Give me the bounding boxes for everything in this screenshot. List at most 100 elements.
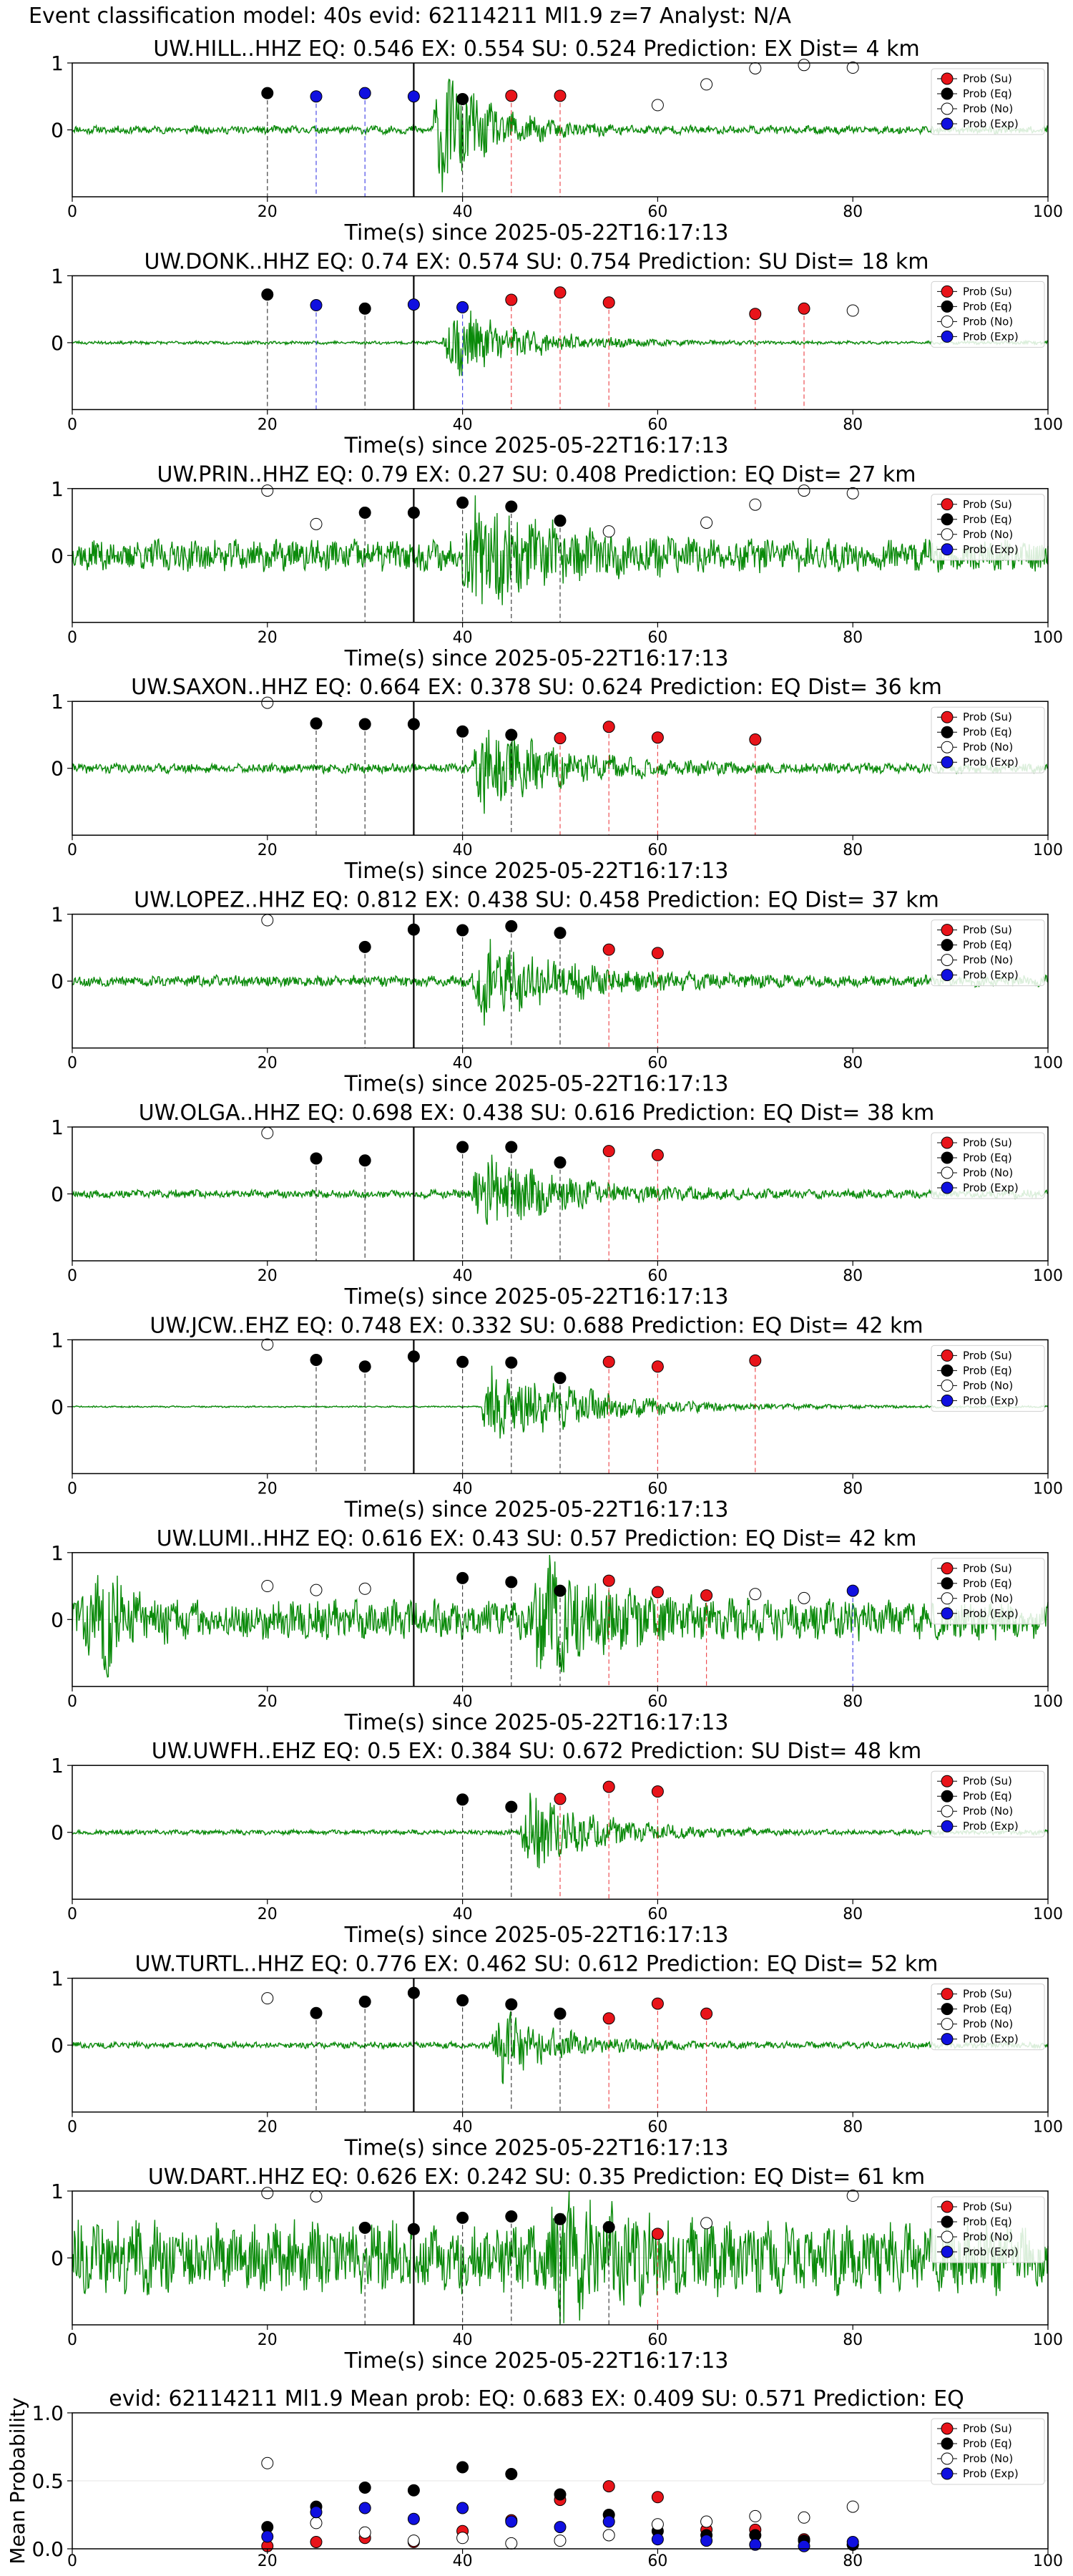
legend-marker-eq [941,300,954,313]
legend: Prob (Su) Prob (Eq) Prob (No) Prob (Exp) [931,68,1045,135]
station-panel-8: UW.LUMI..HHZ EQ: 0.616 EX: 0.43 SU: 0.57… [51,1526,1063,1735]
x-tick-label: 60 [647,416,667,434]
legend-marker-su [941,1775,954,1787]
x-tick-label: 80 [843,2552,863,2570]
legend-marker-eq [941,939,954,952]
waveform [72,1154,1049,1225]
x-tick-label: 20 [258,841,278,859]
station-panel-4: UW.SAXON..HHZ EQ: 0.664 EX: 0.378 SU: 0.… [51,675,1063,884]
y-tick-label: 1 [51,1328,64,1352]
point-eq [456,725,469,738]
legend-label-no: Prob (No) [963,741,1013,753]
legend-box [931,1132,1045,1199]
point-no [846,62,859,74]
legend-marker-eq [941,2437,954,2450]
waveform [72,78,1049,192]
legend-label-su: Prob (Su) [963,2422,1012,2435]
legend-label-su: Prob (Su) [963,924,1012,937]
point-no [846,487,859,499]
point-su [602,2012,615,2025]
legend-box [931,1984,1045,2051]
point-eq [407,2223,420,2235]
mean-point-exp [798,2540,810,2552]
point-su [602,1780,615,1793]
y-tick-label: 1 [51,264,64,288]
y-tick-label: 1 [51,1754,64,1777]
point-eq [407,923,420,936]
x-tick-label: 20 [258,1906,278,1923]
point-su [651,1586,664,1599]
mean-point-exp [749,2538,762,2551]
point-exp [310,299,323,312]
point-eq [554,1372,567,1385]
legend-marker-eq [941,1364,954,1377]
x-tick-label: 20 [258,1267,278,1285]
legend-marker-no [941,954,954,967]
legend-label-su: Prob (Su) [963,1562,1012,1575]
panels: UW.HILL..HHZ EQ: 0.546 EX: 0.554 SU: 0.5… [6,36,1063,2570]
legend-label-no: Prob (No) [963,2230,1013,2243]
point-eq [505,1800,518,1813]
mean-point-no [310,2517,323,2529]
point-eq [505,919,518,932]
legend-label-no: Prob (No) [963,1592,1013,1605]
point-eq [456,92,469,105]
legend-label-no: Prob (No) [963,315,1013,328]
x-tick-label: 60 [647,1693,667,1711]
x-tick-label: 80 [843,203,863,221]
legend-box [931,494,1045,561]
legend-marker-su [941,2422,954,2435]
x-tick-label: 0 [67,629,77,647]
station-panel-7: UW.JCW..EHZ EQ: 0.748 EX: 0.332 SU: 0.68… [51,1313,1063,1522]
point-no [749,1588,762,1601]
panel-title: UW.TURTL..HHZ EQ: 0.776 EX: 0.462 SU: 0.… [135,1952,939,1977]
x-tick-label: 20 [258,416,278,434]
legend-label-exp: Prob (Exp) [963,969,1019,982]
point-no [261,2187,274,2200]
x-tick-label: 60 [647,2552,667,2570]
panel-title: UW.HILL..HHZ EQ: 0.546 EX: 0.554 SU: 0.5… [153,36,920,62]
legend-label-eq: Prob (Eq) [963,300,1012,313]
legend-label-exp: Prob (Exp) [963,1607,1019,1620]
x-axis-label: Time(s) since 2025-05-22T16:17:13 [344,646,729,671]
point-no [700,516,713,529]
x-tick-label: 100 [1033,1267,1063,1285]
point-no [310,517,323,530]
y-tick-label: 0 [51,970,64,993]
mean-point-exp [310,2506,323,2519]
x-axis-label: Time(s) since 2025-05-22T16:17:13 [344,2348,729,2373]
point-su [554,89,567,102]
panel-title: UW.UWFH..EHZ EQ: 0.5 EX: 0.384 SU: 0.672… [152,1739,921,1764]
legend-label-eq: Prob (Eq) [963,726,1012,738]
point-eq [456,1793,469,1806]
point-exp [407,298,420,311]
legend-label-su: Prob (Su) [963,711,1012,723]
mean-point-exp [407,2512,420,2525]
legend-box [931,280,1045,348]
point-no [261,1992,274,2005]
x-tick-label: 20 [258,1055,278,1073]
x-tick-label: 40 [453,416,473,434]
point-no [358,1582,371,1595]
point-exp [456,301,469,313]
mean-point-exp [651,2533,664,2546]
legend-label-eq: Prob (Eq) [963,87,1012,100]
point-su [651,2228,664,2240]
point-su [651,1148,664,1161]
point-su [798,302,810,315]
point-eq [456,924,469,937]
point-eq [310,717,323,730]
legend-marker-su [941,1988,954,2001]
legend-label-su: Prob (Su) [963,285,1012,298]
y-tick-label: 1 [51,1116,64,1139]
legend-marker-su [941,285,954,298]
station-panel-11: UW.DART..HHZ EQ: 0.626 EX: 0.242 SU: 0.3… [51,2165,1063,2373]
legend-box [931,1345,1045,1412]
x-tick-label: 20 [258,2552,278,2570]
x-tick-label: 40 [453,2119,473,2137]
legend-label-su: Prob (Su) [963,72,1012,85]
point-eq [554,2007,567,2020]
station-panel-10: UW.TURTL..HHZ EQ: 0.776 EX: 0.462 SU: 0.… [51,1952,1063,2161]
y-tick-label: 1 [51,903,64,927]
